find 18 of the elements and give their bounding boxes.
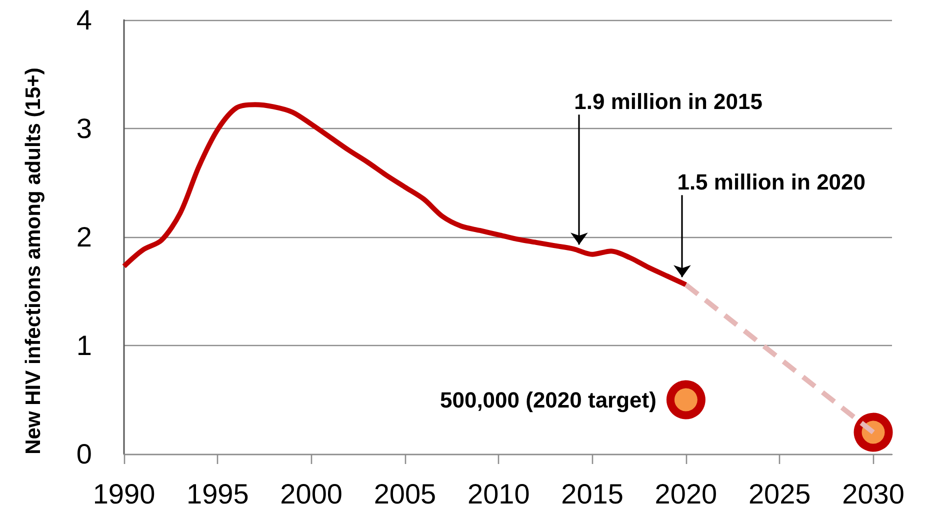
x-tick-label: 2030 bbox=[842, 478, 904, 510]
x-tick-label: 2005 bbox=[374, 478, 436, 510]
y-tick-label: 1 bbox=[76, 330, 92, 361]
data-label: 500,000 (2020 target) bbox=[440, 387, 656, 412]
x-tick-label: 2020 bbox=[654, 478, 718, 510]
annotation: 1.9 million in 2015 bbox=[574, 89, 762, 114]
y-tick-label: 4 bbox=[76, 4, 92, 36]
x-tick-label: 2015 bbox=[561, 478, 624, 510]
y-tick-label: 3 bbox=[76, 113, 92, 144]
y-axis-title: New HIV infections among adults (15+) bbox=[22, 68, 45, 454]
x-tick-label: 2000 bbox=[280, 478, 342, 510]
x-tick-label: 2025 bbox=[748, 478, 811, 510]
y-tick-label: 2 bbox=[76, 222, 92, 252]
x-tick-label: 1995 bbox=[186, 478, 249, 510]
annotation: 1.5 million in 2020 bbox=[677, 170, 866, 195]
x-tick-label: 2010 bbox=[467, 478, 530, 510]
y-tick-label: 0 bbox=[76, 438, 92, 470]
x-tick-label: 1990 bbox=[92, 478, 156, 510]
